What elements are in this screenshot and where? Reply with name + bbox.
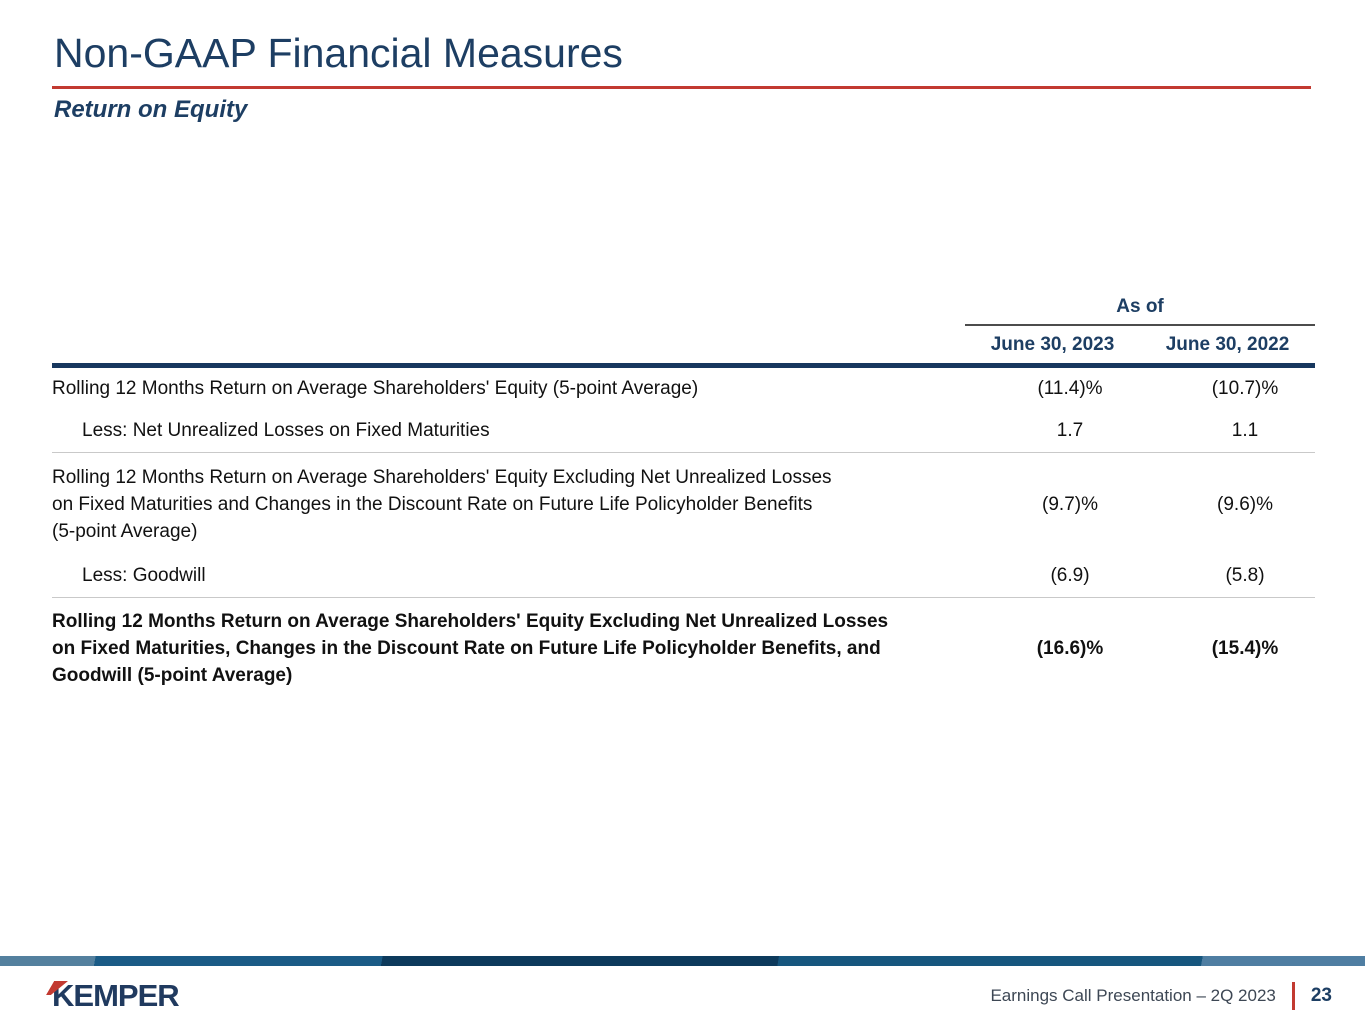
table-header: As of June 30, 2023 June 30, 2022 bbox=[52, 296, 1315, 368]
table-group-header-row: As of bbox=[52, 296, 1315, 326]
footer-divider bbox=[1291, 982, 1295, 1010]
row-label: Rolling 12 Months Return on Average Shar… bbox=[52, 378, 699, 399]
row-value-2023: (9.7)% bbox=[1042, 493, 1098, 515]
page-title: Non-GAAP Financial Measures bbox=[54, 30, 623, 76]
page-number: 23 bbox=[1310, 985, 1332, 1006]
row-value-2022: (10.7)% bbox=[1211, 378, 1279, 399]
table-row: Rolling 12 Months Return on Average Shar… bbox=[52, 368, 1315, 411]
row-value-2022: (15.4)% bbox=[1211, 637, 1279, 659]
table-group-header: As of bbox=[965, 296, 1315, 326]
footer: KEMPER Earnings Call Presentation – 2Q 2… bbox=[52, 978, 1332, 1014]
column-header-spacer bbox=[52, 334, 965, 356]
row-value-2023: (11.4)% bbox=[1037, 378, 1103, 399]
row-label: Rolling 12 Months Return on Average Shar… bbox=[52, 467, 832, 542]
table-row: Less: Net Unrealized Losses on Fixed Mat… bbox=[52, 411, 1315, 453]
row-value-2022: (9.6)% bbox=[1217, 493, 1273, 515]
page-subtitle: Return on Equity bbox=[54, 96, 248, 123]
row-label: Less: Goodwill bbox=[82, 565, 206, 586]
row-label: Rolling 12 Months Return on Average Shar… bbox=[52, 611, 889, 686]
kemper-logo-text: KEMPER bbox=[52, 978, 180, 1013]
row-value-2022: (5.8) bbox=[1225, 565, 1265, 586]
table-row: Rolling 12 Months Return on Average Shar… bbox=[52, 453, 1315, 556]
title-rule bbox=[52, 86, 1311, 89]
footer-caption: Earnings Call Presentation – 2Q 2023 bbox=[990, 986, 1276, 1005]
column-header-june-2022: June 30, 2022 bbox=[1165, 334, 1290, 355]
footer-right: Earnings Call Presentation – 2Q 2023 23 bbox=[990, 982, 1332, 1010]
row-value-2022: 1.1 bbox=[1231, 420, 1259, 441]
return-on-equity-table: As of June 30, 2023 June 30, 2022 Rollin… bbox=[52, 296, 1315, 699]
column-header-june-2023: June 30, 2023 bbox=[990, 334, 1115, 355]
row-value-2023: (6.9) bbox=[1050, 565, 1090, 586]
footer-accent-bar bbox=[0, 956, 1365, 966]
group-header-spacer bbox=[52, 296, 965, 326]
table-column-header-row: June 30, 2023 June 30, 2022 bbox=[52, 326, 1315, 363]
row-label: Less: Net Unrealized Losses on Fixed Mat… bbox=[82, 420, 490, 441]
kemper-logo: KEMPER bbox=[52, 978, 180, 1014]
row-value-2023: 1.7 bbox=[1056, 420, 1084, 441]
table-row: Rolling 12 Months Return on Average Shar… bbox=[52, 598, 1315, 699]
row-value-2023: (16.6)% bbox=[1036, 637, 1104, 659]
table-row: Less: Goodwill (6.9) (5.8) bbox=[52, 556, 1315, 598]
